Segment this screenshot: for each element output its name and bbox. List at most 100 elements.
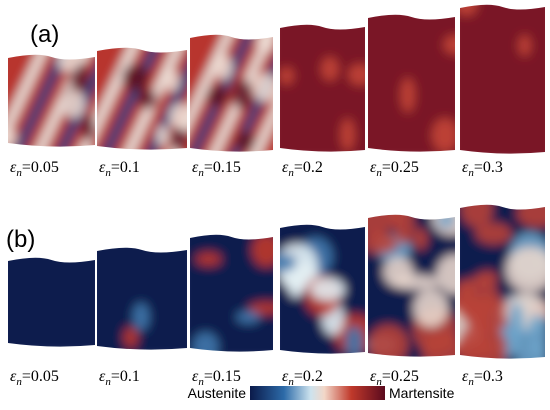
- strain-subscript: n: [105, 167, 111, 179]
- colorbar-label: Martensite: [389, 385, 455, 401]
- field-panel: [97, 247, 187, 350]
- field: [280, 224, 365, 354]
- strain-symbol: ε: [370, 368, 377, 385]
- field-bg: [280, 24, 365, 152]
- strain-value: =0.25: [382, 159, 419, 176]
- blob: [248, 301, 273, 315]
- blob: [256, 34, 273, 53]
- field-bg: [460, 4, 545, 154]
- field-panel: [190, 34, 273, 152]
- strain-subscript: n: [376, 167, 382, 179]
- strain-value: =0.1: [111, 159, 140, 176]
- stripe: [190, 34, 242, 152]
- field-bg: [8, 257, 95, 347]
- blob: [413, 288, 449, 328]
- strain-subscript: n: [198, 167, 204, 179]
- blob: [310, 277, 346, 301]
- blob: [235, 131, 256, 151]
- blob: [400, 77, 415, 113]
- strain-label: εn=0.25: [370, 159, 419, 179]
- strain-subscript: n: [16, 167, 22, 179]
- panel-label: (a): [30, 21, 59, 48]
- blob: [8, 127, 17, 147]
- blob: [252, 234, 273, 267]
- blob: [252, 73, 273, 103]
- field: [97, 247, 187, 350]
- blob: [195, 252, 222, 266]
- field-panel: [368, 214, 455, 357]
- blob: [168, 103, 187, 131]
- blob: [214, 55, 233, 80]
- field-panel: [97, 47, 187, 150]
- blob: [421, 331, 455, 357]
- field-panel: [8, 257, 95, 347]
- blob: [345, 325, 364, 354]
- field: [280, 24, 365, 152]
- strain-label: εn=0.3: [462, 368, 503, 388]
- blob: [460, 204, 493, 228]
- blob: [348, 64, 365, 86]
- strain-symbol: ε: [99, 159, 106, 176]
- blob: [122, 63, 150, 92]
- strain-subscript: n: [376, 376, 382, 388]
- blob: [62, 89, 86, 119]
- strain-symbol: ε: [462, 159, 469, 176]
- blob: [138, 88, 157, 109]
- blob: [232, 79, 253, 110]
- strain-label: εn=0.1: [99, 368, 140, 388]
- field-panel: [460, 4, 545, 154]
- field-bg: [97, 247, 187, 350]
- field: [97, 47, 187, 150]
- panel-label: (b): [6, 226, 35, 253]
- field: [460, 204, 545, 359]
- blob: [123, 327, 138, 348]
- strain-subscript: n: [198, 376, 204, 388]
- field: [190, 234, 273, 352]
- strain-symbol: ε: [282, 159, 289, 176]
- field-panel: [280, 24, 365, 152]
- strain-symbol: ε: [462, 368, 469, 385]
- blob: [170, 127, 187, 150]
- strain-label: εn=0.05: [10, 159, 59, 179]
- field: [190, 34, 273, 152]
- strain-value: =0.05: [22, 368, 59, 385]
- field-panel: [8, 54, 95, 147]
- strain-symbol: ε: [370, 159, 377, 176]
- blob: [431, 118, 455, 152]
- field: [8, 257, 95, 347]
- strain-value: =0.15: [204, 159, 241, 176]
- blob: [368, 324, 409, 357]
- blob: [81, 114, 95, 141]
- field-panel: [280, 224, 365, 354]
- strain-label: εn=0.2: [282, 368, 323, 388]
- stripe: [8, 54, 77, 147]
- blob: [394, 214, 415, 245]
- blob: [505, 246, 545, 293]
- strain-label: εn=0.05: [10, 368, 59, 388]
- blob: [476, 270, 499, 286]
- strain-subscript: n: [288, 167, 294, 179]
- blob: [443, 35, 455, 55]
- strain-value: =0.25: [382, 368, 419, 385]
- blob: [280, 243, 318, 286]
- blob: [460, 321, 507, 359]
- blob: [436, 254, 455, 295]
- strain-label: εn=0.25: [370, 368, 419, 388]
- blob: [383, 257, 414, 287]
- field-panel: [460, 204, 545, 359]
- strain-symbol: ε: [282, 368, 289, 385]
- strain-value: =0.3: [474, 368, 503, 385]
- blob: [527, 314, 545, 357]
- stripe: [97, 47, 170, 150]
- strain-label: εn=0.15: [192, 368, 241, 388]
- strain-value: =0.2: [294, 159, 323, 176]
- blob: [321, 56, 339, 81]
- blob: [475, 222, 512, 245]
- strain-value: =0.2: [294, 368, 323, 385]
- strain-symbol: ε: [10, 159, 17, 176]
- field-panel: [368, 14, 455, 152]
- blob: [287, 265, 305, 298]
- strain-label: εn=0.1: [99, 159, 140, 179]
- blob: [192, 332, 219, 352]
